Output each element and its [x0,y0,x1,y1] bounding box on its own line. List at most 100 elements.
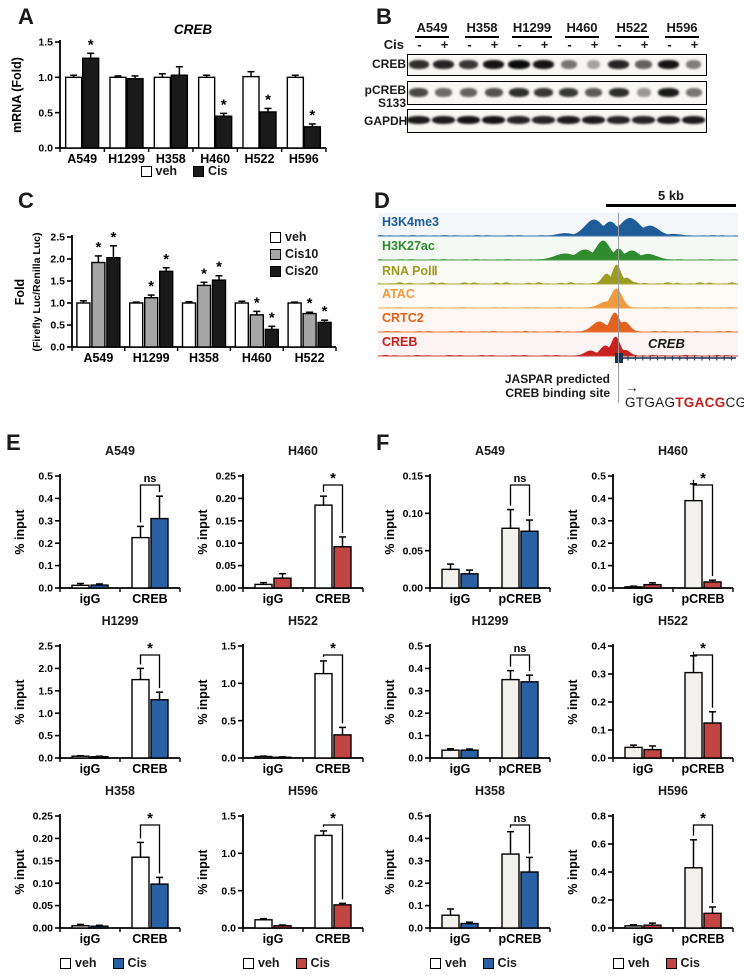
x-category-label: pCREB [681,932,724,946]
significance-star: * [309,107,315,124]
x-category-label: igG [80,592,101,606]
legend-item-Cis: Cis [193,164,228,178]
legend-item-Cis: Cis [112,956,147,970]
chart-title: H358 [475,784,505,798]
bar-veh [181,302,197,348]
y-tick-label: 0.4 [38,493,53,505]
significance-label: * [700,810,706,827]
legend-item-veh: veh [430,956,467,970]
panel-b-label: B [376,4,392,29]
y-tick-label: 0.3 [591,515,606,527]
panel-e: E A549 0.0 0.1 0.2 0.3 0.4 0.5 % input igG CREB ns… [4,428,370,974]
x-category-label: H596 [289,152,319,166]
y-tick-label: 0.0 [38,143,53,155]
cell-line-name: A549 [415,20,449,38]
significance-label: * [700,640,706,657]
significance-label: * [700,470,706,487]
y-tick-label: 0.15 [403,471,424,483]
chip-bar-chart-H522: 0.0 0.1 0.2 0.3 0.4 % input igG pCREB * [566,640,734,776]
bar-Cis10 [91,261,106,348]
blot-strip [407,109,707,133]
bar-veh [684,499,703,589]
jaspar-annotation: JASPAR predicted CREB binding site [430,372,610,401]
binding-site-marker-line [618,213,620,403]
y-tick-label: 2.0 [38,663,53,675]
bar-veh [441,749,460,759]
y-tick-label: 1.5 [221,811,236,823]
x-category-label: igG [450,592,471,606]
y-tick-label: 0.3 [408,685,423,697]
blot-row-label-line: CREB [371,57,406,71]
track-CREB: CREB [378,333,738,357]
bar-Cis [170,74,189,149]
y-axis-label: % input [196,679,210,725]
track-signal [378,312,738,333]
y-tick-label: 0.2 [408,708,423,720]
bar-Cis [150,517,169,589]
bar-Cis [643,748,662,759]
significance-star: * [216,259,222,276]
e-chart-H460: H460 0.00 0.05 0.10 0.15 0.20 0.25 % input igG CR… [195,444,378,612]
legend: veh Cis [12,956,195,970]
chip-bar-chart-H358: 0.0 0.1 0.2 0.3 0.4 0.5 % input igG pCREB ns [383,811,551,946]
creb-mrna-bar-chart: CREB 0.0 0.5 1.0 1.5 mRNA (Fold) A549 H1299 H358… [10,22,327,166]
legend-swatch [270,265,281,277]
y-tick-label: 2.5 [38,641,53,653]
y-tick-label: 0.0 [591,753,606,765]
legend: veh Cis [195,956,378,970]
x-category-label: igG [450,932,471,946]
x-category-label: igG [80,762,101,776]
track-RNA PolⅡ: RNA PolⅡ [378,261,738,285]
track-label: CREB [382,335,418,349]
y-axis-label: % input [383,849,397,895]
protein-band [407,116,431,124]
y-tick-label: 0.1 [38,560,53,572]
blot-row-label-line: GAPDH [364,114,408,128]
bar-veh [234,302,250,348]
chart-title: H522 [658,614,688,628]
cis-sign: + [590,37,599,52]
y-tick-label: 0.0 [408,753,423,765]
y-tick-label: 0.10 [403,508,424,520]
bar-Cis [333,904,352,929]
y-tick-label: 1.5 [38,37,53,49]
western-blot: A549 H358 H1299 H460 H522 H596- + - + - + - + - + - + CRE… [364,4,744,186]
chart-title: A549 [475,444,505,458]
cell-line-label: H522 [607,20,657,38]
bar-veh [624,925,643,929]
y-tick-label: 1.0 [221,678,236,690]
protein-band [607,116,631,124]
y-tick-label: 0.0 [221,923,236,935]
luciferase-chart: 0.0 0.5 1.0 1.5 2.0 2.5 Fold (Firefly Luc/Renil… [8,223,344,378]
x-category-label: pCREB [681,592,724,606]
y-tick-label: 0.0 [408,923,423,935]
y-tick-label: 0.4 [591,641,606,653]
significance-star: * [110,229,116,246]
scale-bar-label: 5 kb [657,188,684,203]
cell-line-name: H596 [665,20,699,38]
x-category-label: H1299 [133,351,170,365]
bar-Cis [273,925,292,929]
e-chart-A549: A549 0.0 0.1 0.2 0.3 0.4 0.5 % input igG CREB ns [12,444,195,612]
bar-Cis [214,115,233,149]
bar-veh [71,584,90,589]
bar-veh [131,856,150,929]
y-tick-label: 0.5 [50,320,65,332]
bar-Cis [90,925,109,929]
cis-row-label: Cis [383,37,404,52]
legend-swatch [270,231,281,243]
bar-veh [131,678,150,759]
bar-Cis20 [317,321,332,348]
x-category-label: CREB [132,762,167,776]
legend-label: veh [445,956,467,970]
bar-veh [153,76,172,149]
y-tick-label: 0.00 [403,583,424,595]
bar-Cis [150,883,169,929]
protein-band [532,59,555,69]
panel-f-charts: A549 0.00 0.05 0.10 0.15 % input igG pCREB ns H46… [382,444,744,954]
x-category-label: CREB [315,932,350,946]
y-tick-label: 0.2 [591,895,606,907]
protein-band [586,59,601,69]
y-tick-label: 2.0 [50,254,65,266]
y-tick-label: 0.2 [408,878,423,890]
